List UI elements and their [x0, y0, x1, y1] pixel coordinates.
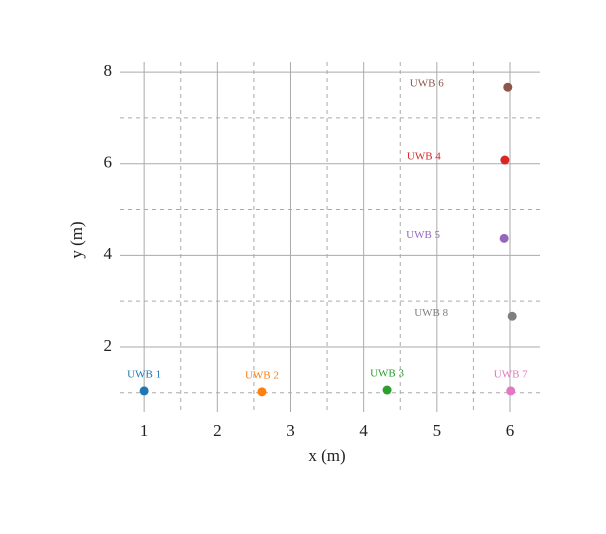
point-label: UWB 7 [494, 368, 528, 380]
x-tick-label: 1 [140, 421, 149, 440]
y-tick-label: 4 [104, 244, 113, 263]
x-tick-label: 3 [286, 421, 295, 440]
point [507, 311, 517, 321]
point-label: UWB 2 [245, 369, 279, 381]
y-tick-label: 2 [104, 336, 113, 355]
point-label: UWB 1 [127, 368, 161, 380]
point [506, 386, 516, 396]
point [503, 82, 513, 92]
point [382, 385, 392, 395]
point [257, 387, 267, 397]
x-tick-label: 2 [213, 421, 222, 440]
point-label: UWB 6 [410, 78, 444, 90]
x-tick-label: 4 [359, 421, 368, 440]
y-axis-label: y (m) [67, 221, 86, 258]
point [500, 155, 510, 165]
point-label: UWB 4 [407, 151, 441, 163]
point [139, 386, 149, 396]
point [499, 233, 509, 243]
y-tick-label: 6 [104, 153, 113, 172]
x-tick-label: 5 [433, 421, 442, 440]
y-tick-label: 8 [104, 61, 113, 80]
point-label: UWB 8 [414, 307, 448, 319]
point-label: UWB 5 [406, 229, 440, 241]
x-tick-label: 6 [506, 421, 515, 440]
x-axis-label: x (m) [308, 446, 345, 465]
point-label: UWB 3 [370, 368, 404, 380]
